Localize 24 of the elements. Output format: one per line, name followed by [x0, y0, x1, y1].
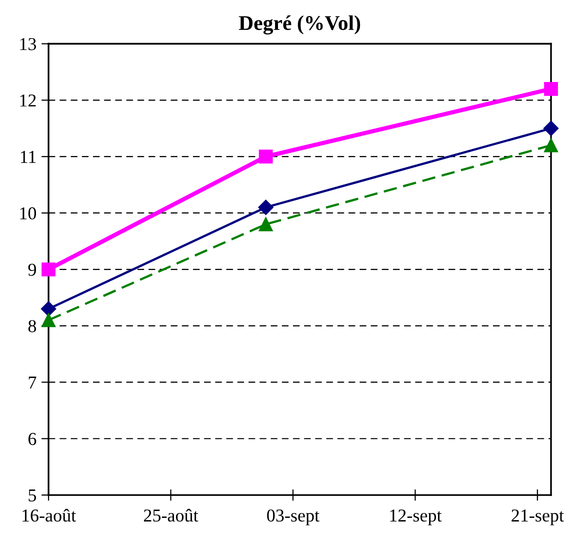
point [258, 217, 273, 232]
x-tick-label: 16-août [22, 508, 76, 522]
point [258, 150, 273, 164]
point [40, 301, 56, 316]
point [544, 138, 558, 152]
y-tick-label: 13 [20, 38, 36, 50]
y-tick-label: 9 [28, 264, 36, 276]
x-tick-label: 12-sept [390, 509, 442, 526]
y-tick-label: 8 [28, 320, 36, 332]
y-tick-label: 5 [28, 489, 36, 502]
y-tick-label: 11 [20, 150, 36, 163]
point [543, 120, 559, 136]
x-tick-label: 25-août [144, 508, 198, 522]
chart-title: Degré (%Vol) [238, 15, 360, 34]
y-tick-label: 6 [28, 432, 36, 446]
point [544, 82, 558, 96]
x-tick-label: 21-sept [512, 509, 564, 526]
y-tick-label: 7 [28, 376, 36, 388]
y-tick-label: 10 [20, 207, 36, 220]
point [42, 313, 56, 328]
y-tick-label: 12 [20, 94, 36, 106]
x-tick-label: 03-sept [267, 509, 320, 526]
point [258, 200, 274, 215]
point [42, 262, 56, 276]
